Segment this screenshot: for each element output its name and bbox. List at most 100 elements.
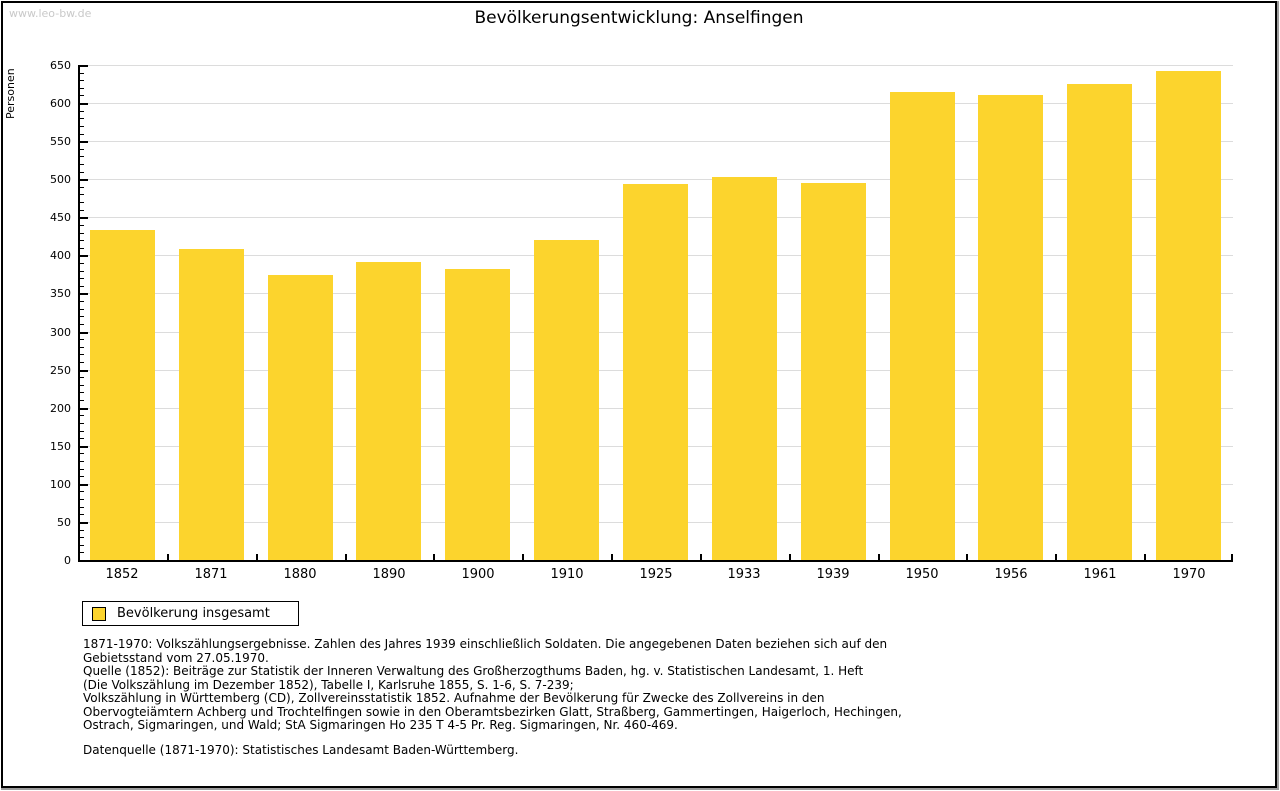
y-minor-tick (80, 415, 84, 416)
y-minor-tick (80, 362, 84, 363)
watermark: www.leo-bw.de (9, 7, 92, 20)
bar-1961 (1067, 84, 1132, 560)
plot-area: 0 50 100 150 200 250 300 350 400 450 500 550 600 650 1… (3, 3, 1275, 786)
y-tick-label: 450 (50, 211, 71, 224)
x-tick-label: 1933 (727, 567, 761, 582)
x-tick-label: 1880 (283, 567, 317, 582)
x-tick (1144, 554, 1146, 560)
legend: Bevölkerung insgesamt (82, 601, 299, 626)
footnote-line: Ostrach, Sigmaringen, und Wald; StA Sigm… (83, 718, 678, 732)
y-minor-tick (80, 301, 84, 302)
footnote-line: Volkszählung in Württemberg (CD), Zollve… (83, 691, 825, 705)
y-minor-tick (80, 392, 84, 393)
bar-1950 (890, 92, 955, 560)
gridline (80, 179, 1233, 180)
y-major-tick (80, 484, 88, 486)
y-minor-tick (80, 347, 84, 348)
x-tick (966, 554, 968, 560)
y-minor-tick (80, 545, 84, 546)
y-minor-tick (80, 126, 84, 127)
y-minor-tick (80, 324, 84, 325)
y-major-tick (80, 255, 88, 257)
x-tick-label: 1900 (461, 567, 495, 582)
x-tick (78, 554, 80, 560)
x-tick-label: 1871 (194, 567, 228, 582)
footnote-line: Quelle (1852): Beiträge zur Statistik de… (83, 664, 864, 678)
chart-title: Bevölkerungsentwicklung: Anselfingen (474, 8, 804, 28)
footnote-line: (Die Volkszählung im Dezember 1852), Tab… (83, 677, 574, 692)
y-minor-tick (80, 187, 84, 188)
y-minor-tick (80, 233, 84, 234)
x-tick-label: 1970 (1172, 567, 1206, 582)
y-major-tick (80, 65, 88, 67)
y-major-tick (80, 332, 88, 334)
y-tick-label: 250 (50, 364, 71, 377)
y-minor-tick (80, 499, 84, 500)
legend-swatch (92, 606, 106, 621)
y-minor-tick (80, 80, 84, 81)
y-tick-label: 150 (50, 440, 71, 453)
y-tick-label: 650 (50, 59, 71, 72)
footnote-line: Gebietsstand vom 27.05.1970. (83, 650, 269, 665)
bar-1925 (623, 184, 688, 560)
y-axis-line (78, 65, 80, 562)
x-tick (256, 554, 258, 560)
y-minor-tick (80, 172, 84, 173)
x-tick (167, 554, 169, 560)
y-minor-tick (80, 210, 84, 211)
x-tick-label: 1925 (639, 567, 673, 582)
y-minor-tick (80, 476, 84, 477)
y-minor-tick (80, 377, 84, 378)
y-minor-tick (80, 149, 84, 150)
y-minor-tick (80, 225, 84, 226)
y-minor-tick (80, 248, 84, 249)
bar-1871 (179, 249, 244, 560)
y-minor-tick (80, 111, 84, 112)
y-minor-tick (80, 491, 84, 492)
y-minor-tick (80, 240, 84, 241)
y-minor-tick (80, 339, 84, 340)
y-minor-tick (80, 400, 84, 401)
x-tick-label: 1950 (905, 567, 939, 582)
y-minor-tick (80, 263, 84, 264)
y-major-tick (80, 293, 88, 295)
y-major-tick (80, 522, 88, 524)
legend-label: Bevölkerung insgesamt (117, 606, 270, 621)
gridline (80, 65, 1233, 66)
y-minor-tick (80, 202, 84, 203)
x-tick (433, 554, 435, 560)
y-major-tick (80, 446, 88, 448)
y-minor-tick (80, 354, 84, 355)
y-tick-label: 550 (50, 135, 71, 148)
x-tick-label: 1852 (105, 567, 139, 582)
footnote-line: Obervogteiämtern Achberg und Trochtelfin… (83, 704, 902, 719)
x-tick-label: 1890 (372, 567, 406, 582)
y-minor-tick (80, 164, 84, 165)
x-tick-label: 1910 (550, 567, 584, 582)
y-minor-tick (80, 469, 84, 470)
y-minor-tick (80, 134, 84, 135)
x-tick (522, 554, 524, 560)
y-minor-tick (80, 431, 84, 432)
y-minor-tick (80, 316, 84, 317)
y-minor-tick (80, 423, 84, 424)
y-tick-label: 200 (50, 402, 71, 415)
bar-1939 (801, 183, 866, 560)
bar-1890 (356, 262, 421, 560)
bar-1910 (534, 240, 599, 560)
y-minor-tick (80, 537, 84, 538)
x-tick-label: 1956 (994, 567, 1028, 582)
y-tick-label: 50 (57, 516, 71, 529)
y-minor-tick (80, 385, 84, 386)
y-major-tick (80, 103, 88, 105)
y-minor-tick (80, 73, 84, 74)
y-minor-tick (80, 453, 84, 454)
x-tick (789, 554, 791, 560)
y-minor-tick (80, 286, 84, 287)
y-minor-tick (80, 438, 84, 439)
y-major-tick (80, 141, 88, 143)
x-tick (1055, 554, 1057, 560)
